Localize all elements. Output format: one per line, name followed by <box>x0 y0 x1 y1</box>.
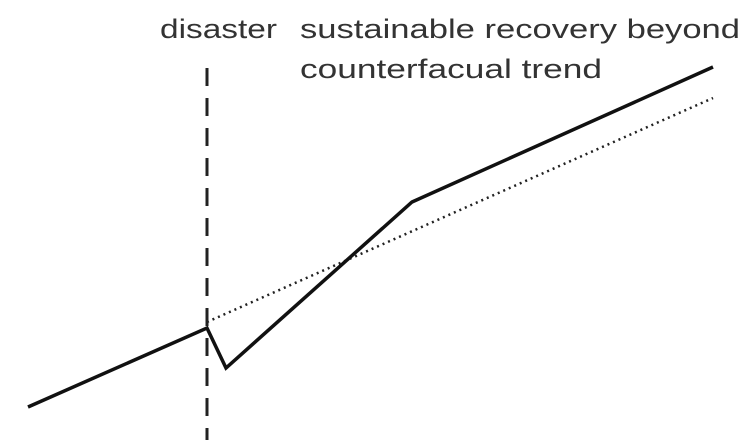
outcome-label: counterfacual trend <box>300 54 602 84</box>
outcome-label: sustainable recovery beyond <box>300 14 740 44</box>
recovery-path <box>27 65 714 409</box>
counterfactual-trend <box>206 96 714 324</box>
event-label: disaster <box>160 14 277 44</box>
